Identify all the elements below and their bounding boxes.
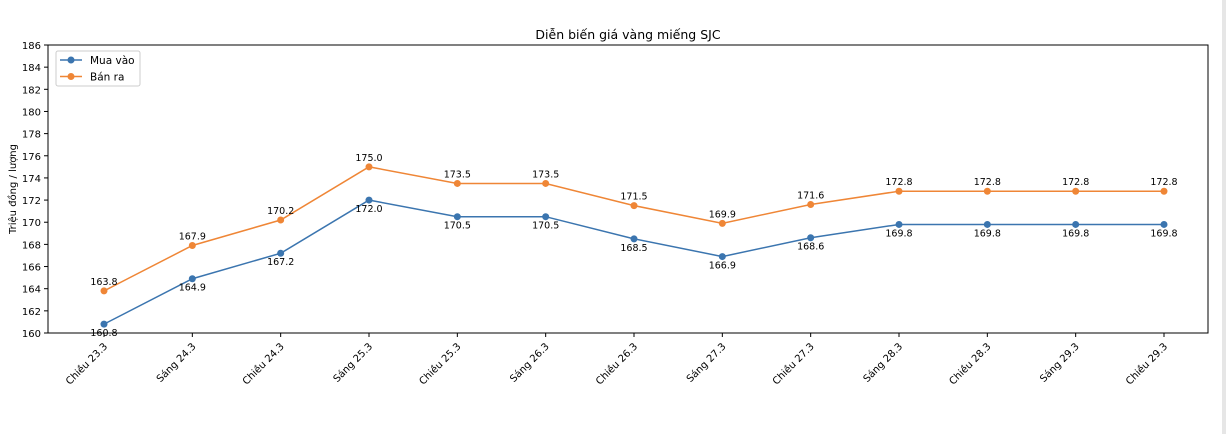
data-label: 169.8 — [885, 228, 912, 239]
x-tick-label: Chiều 27.3 — [770, 341, 817, 388]
data-label: 160.8 — [90, 328, 117, 339]
data-point — [1160, 187, 1168, 195]
y-tick-label: 170 — [22, 218, 41, 229]
data-label: 173.5 — [444, 169, 471, 180]
plot-frame — [47, 44, 1209, 334]
data-label: 170.5 — [532, 221, 559, 232]
data-point — [277, 216, 285, 224]
data-point — [100, 287, 108, 295]
data-label: 172.0 — [355, 204, 382, 215]
x-tick-label: Chiều 28.3 — [947, 341, 994, 388]
y-tick-label: 186 — [22, 41, 41, 52]
x-tick-label: Sáng 28.3 — [861, 341, 905, 385]
data-point — [453, 213, 461, 221]
y-tick-label: 174 — [22, 174, 41, 185]
data-label: 175.0 — [355, 153, 382, 164]
data-point — [718, 219, 726, 227]
legend-marker — [67, 56, 75, 64]
data-label: 166.9 — [709, 261, 736, 272]
data-point — [983, 187, 991, 195]
data-label: 169.8 — [1062, 228, 1089, 239]
y-tick-label: 164 — [22, 285, 41, 296]
data-label: 171.6 — [797, 191, 824, 202]
legend-label: Mua vào — [90, 55, 135, 67]
y-tick-label: 176 — [22, 152, 41, 163]
data-label: 173.5 — [532, 169, 559, 180]
x-tick-label: Sáng 25.3 — [331, 341, 375, 385]
data-label: 169.9 — [709, 209, 736, 220]
data-label: 170.2 — [267, 206, 294, 217]
data-label: 172.8 — [1062, 177, 1089, 188]
x-tick-label: Sáng 29.3 — [1038, 341, 1082, 385]
data-label: 172.8 — [974, 177, 1001, 188]
data-point — [365, 163, 373, 171]
chart-title: Diễn biến giá vàng miếng SJC — [535, 27, 720, 42]
data-label: 168.5 — [620, 243, 647, 254]
y-tick-label: 172 — [22, 196, 41, 207]
data-label: 172.8 — [1150, 177, 1177, 188]
y-tick-label: 168 — [22, 240, 41, 251]
legend-label: Bán ra — [90, 72, 124, 84]
y-tick-label: 166 — [22, 263, 41, 274]
data-label: 164.9 — [179, 283, 206, 294]
data-point — [895, 187, 903, 195]
data-label: 170.5 — [444, 221, 471, 232]
y-axis-label: Triệu đồng / lượng — [7, 144, 19, 235]
data-point — [1072, 187, 1080, 195]
series-line-mua-vao — [103, 199, 1164, 325]
y-tick-label: 184 — [22, 63, 41, 74]
x-tick-label: Chiều 24.3 — [240, 341, 287, 388]
data-label: 168.6 — [797, 242, 824, 253]
series-line-ban-ra — [103, 166, 1164, 292]
data-point — [1072, 220, 1080, 228]
data-point — [188, 275, 196, 283]
window-edge — [1222, 0, 1226, 434]
data-point — [100, 320, 108, 328]
data-label: 163.8 — [90, 277, 117, 288]
data-point — [365, 196, 373, 204]
x-tick-label: Sáng 26.3 — [508, 341, 552, 385]
y-tick-label: 182 — [22, 85, 41, 96]
data-point — [630, 235, 638, 243]
x-tick-label: Sáng 27.3 — [684, 341, 728, 385]
x-tick-label: Sáng 24.3 — [154, 341, 198, 385]
data-point — [277, 249, 285, 257]
data-label: 172.8 — [885, 177, 912, 188]
data-label: 171.5 — [620, 192, 647, 203]
data-point — [807, 234, 815, 242]
data-point — [895, 220, 903, 228]
data-point — [983, 220, 991, 228]
data-point — [188, 241, 196, 249]
y-tick-label: 178 — [22, 130, 41, 141]
data-label: 167.2 — [267, 257, 294, 268]
data-point — [453, 179, 461, 187]
x-tick-label: Chiều 23.3 — [63, 341, 110, 388]
x-tick-label: Chiều 29.3 — [1123, 341, 1170, 388]
y-tick-label: 162 — [22, 307, 41, 318]
data-point — [630, 202, 638, 210]
data-point — [542, 179, 550, 187]
data-point — [1160, 220, 1168, 228]
data-label: 169.8 — [1150, 228, 1177, 239]
y-tick-label: 180 — [22, 107, 41, 118]
data-point — [718, 253, 726, 261]
data-label: 169.8 — [974, 228, 1001, 239]
data-point — [542, 213, 550, 221]
y-tick-label: 160 — [22, 329, 41, 340]
data-label: 167.9 — [179, 231, 206, 242]
legend-marker — [67, 73, 75, 80]
data-point — [807, 201, 815, 209]
x-tick-label: Chiều 25.3 — [417, 341, 464, 388]
x-tick-label: Chiều 26.3 — [593, 341, 640, 388]
